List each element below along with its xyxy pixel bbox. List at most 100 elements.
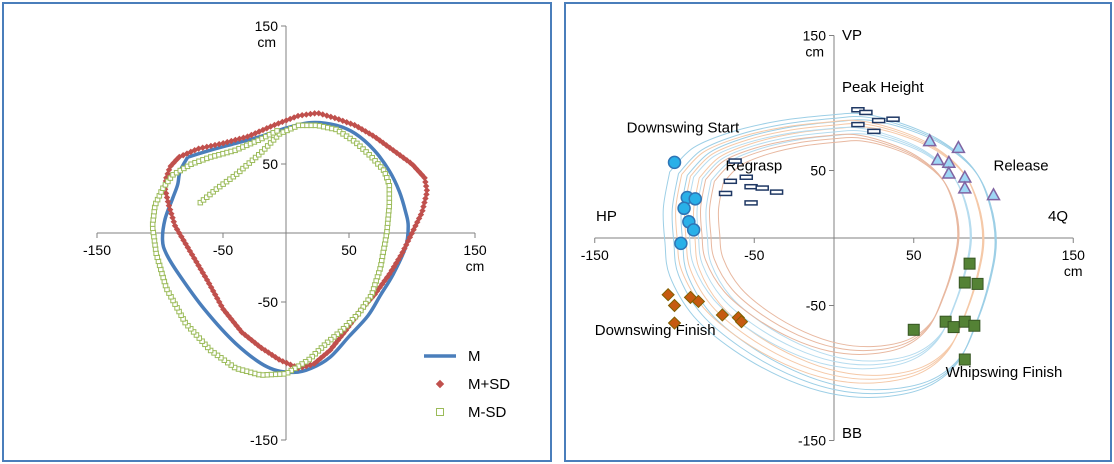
left-y-tick-label: -50 bbox=[258, 294, 278, 310]
data-point-diamond bbox=[376, 284, 383, 291]
data-point-diamond bbox=[254, 342, 262, 349]
data-point-square bbox=[352, 314, 359, 320]
data-point-diamond bbox=[220, 306, 227, 313]
data-point-diamond bbox=[397, 252, 404, 260]
left-x-unit-label: cm bbox=[466, 258, 485, 274]
data-point-diamond bbox=[230, 319, 238, 326]
data-point-dash bbox=[744, 200, 758, 206]
data-point-square bbox=[958, 276, 971, 289]
legend-label: M bbox=[468, 348, 481, 365]
data-point-diamond bbox=[661, 287, 675, 302]
series-triangle-markers bbox=[922, 133, 1001, 201]
data-point-circle bbox=[686, 223, 701, 237]
data-point-square bbox=[202, 341, 208, 348]
data-point-square bbox=[188, 326, 194, 332]
data-point-diamond bbox=[395, 256, 402, 263]
data-point-diamond bbox=[320, 352, 328, 359]
axis-label-vp: VP bbox=[842, 27, 862, 44]
series-line-m bbox=[160, 120, 410, 375]
data-point-square bbox=[270, 137, 277, 143]
data-point-square bbox=[249, 157, 256, 164]
data-point-diamond bbox=[358, 126, 366, 133]
right-x-tick-label: 50 bbox=[906, 247, 922, 263]
data-point-diamond bbox=[393, 149, 400, 156]
series-dash-markers bbox=[718, 107, 900, 206]
data-point-diamond bbox=[403, 157, 411, 164]
left-loop-chart: -150 -50 50 150 150 50 -50 -150 cm cm M M+SD M-SD bbox=[83, 18, 510, 448]
data-point-square bbox=[190, 329, 197, 335]
data-point-diamond bbox=[314, 357, 321, 365]
data-point-dash bbox=[739, 174, 754, 180]
data-point-diamond bbox=[265, 349, 272, 356]
data-point-diamond bbox=[275, 356, 283, 363]
axis-label-bb: BB bbox=[842, 425, 862, 442]
data-point-square bbox=[262, 146, 268, 152]
data-point-square bbox=[963, 257, 976, 270]
data-point-square bbox=[968, 319, 981, 332]
data-point-diamond bbox=[205, 280, 213, 287]
phase-annotation-whipswing-finish: Whipswing Finish bbox=[946, 364, 1063, 381]
data-point-square bbox=[958, 353, 971, 366]
data-point-diamond bbox=[329, 343, 337, 351]
data-point-diamond bbox=[400, 154, 407, 161]
data-point-diamond bbox=[412, 165, 420, 172]
data-point-square bbox=[240, 165, 246, 172]
data-point-triangle bbox=[941, 165, 957, 179]
data-point-diamond bbox=[182, 240, 189, 248]
data-point-circle bbox=[667, 155, 682, 170]
data-point-square bbox=[193, 332, 200, 338]
data-point-diamond bbox=[258, 344, 265, 352]
left-y-tick-label: 50 bbox=[262, 156, 278, 172]
data-point-diamond bbox=[261, 347, 269, 354]
data-point-square bbox=[246, 160, 253, 166]
data-point-diamond bbox=[715, 308, 730, 322]
data-point-triangle bbox=[957, 180, 973, 194]
data-point-dash bbox=[744, 183, 758, 190]
data-point-diamond bbox=[225, 312, 232, 320]
data-point-diamond bbox=[327, 346, 334, 354]
data-point-diamond bbox=[691, 294, 706, 309]
data-point-diamond bbox=[245, 334, 252, 341]
data-point-square bbox=[354, 140, 360, 147]
data-point-diamond bbox=[268, 351, 276, 359]
data-point-triangle bbox=[957, 169, 973, 183]
right-y-unit-label: cm bbox=[805, 44, 824, 60]
data-point-diamond bbox=[396, 152, 404, 159]
swing-trace-line bbox=[717, 140, 960, 348]
data-point-square bbox=[363, 149, 369, 155]
data-point-diamond bbox=[180, 237, 187, 244]
data-point-dash bbox=[723, 178, 738, 185]
data-point-square bbox=[207, 347, 214, 354]
data-point-square bbox=[309, 353, 315, 360]
data-point-dash bbox=[728, 158, 742, 164]
data-point-square bbox=[264, 143, 271, 149]
data-point-diamond bbox=[383, 142, 390, 149]
data-point-diamond bbox=[734, 314, 749, 329]
data-point-square bbox=[357, 143, 363, 149]
data-point-diamond bbox=[373, 134, 380, 142]
data-point-dash bbox=[755, 185, 769, 191]
data-point-diamond bbox=[390, 147, 397, 154]
data-point-square bbox=[237, 168, 243, 175]
data-point-diamond bbox=[191, 255, 198, 262]
data-point-square bbox=[318, 345, 325, 351]
data-point-diamond bbox=[378, 280, 386, 288]
data-point-dash bbox=[718, 190, 733, 197]
data-point-square bbox=[360, 146, 366, 152]
data-point-dash bbox=[851, 121, 865, 128]
data-point-diamond bbox=[386, 144, 394, 152]
data-point-diamond bbox=[355, 123, 362, 131]
data-point-diamond bbox=[390, 263, 398, 270]
data-point-diamond bbox=[197, 265, 204, 273]
data-point-diamond bbox=[228, 315, 235, 323]
data-point-diamond bbox=[167, 162, 174, 170]
right-phase-chart: -150 -50 50 150 150 50 -50 -150 cm cm VP BB HP 4Q Down… bbox=[581, 27, 1085, 449]
left-x-tick-label: -50 bbox=[213, 242, 233, 258]
data-point-square bbox=[349, 317, 356, 323]
data-point-diamond bbox=[173, 156, 180, 164]
data-point-diamond bbox=[317, 355, 324, 362]
data-point-diamond bbox=[667, 316, 682, 330]
data-point-circle bbox=[688, 192, 702, 206]
data-point-diamond bbox=[379, 139, 387, 147]
data-point-square bbox=[259, 149, 265, 155]
